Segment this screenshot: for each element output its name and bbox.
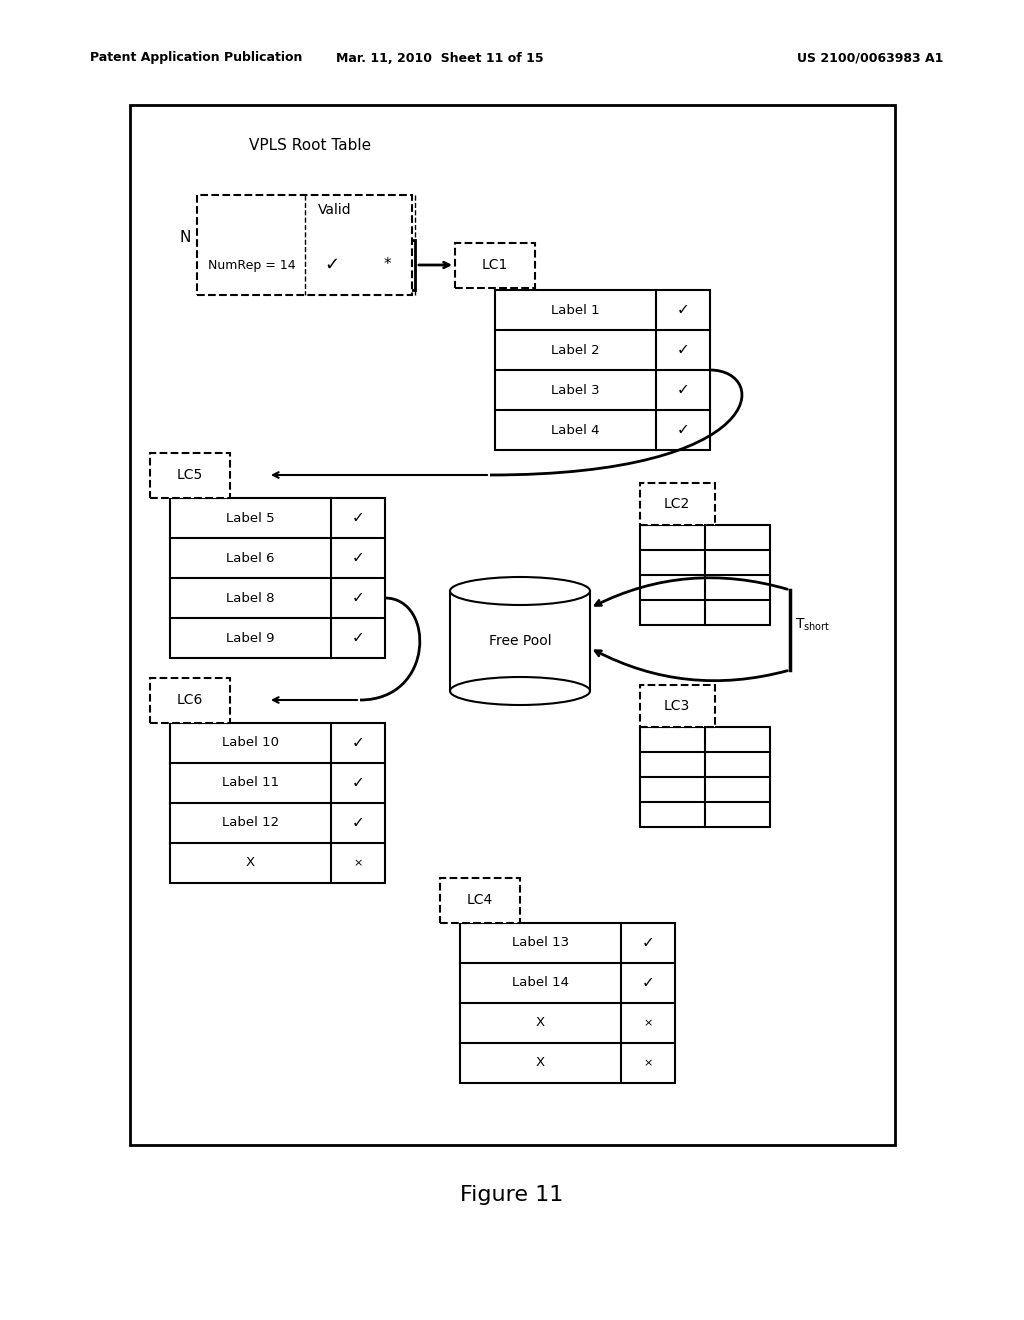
Text: ✓: ✓ <box>677 422 689 437</box>
Bar <box>360 240 415 290</box>
Bar <box>170 498 385 657</box>
Ellipse shape <box>450 677 590 705</box>
Text: LC2: LC2 <box>664 498 690 511</box>
Text: ✓: ✓ <box>677 342 689 358</box>
Text: LC6: LC6 <box>177 693 203 708</box>
Bar <box>197 195 412 294</box>
Text: X: X <box>536 1056 545 1069</box>
Text: ×: × <box>643 1018 653 1028</box>
Text: ×: × <box>643 1059 653 1068</box>
Text: Label 8: Label 8 <box>226 591 274 605</box>
Text: ✓: ✓ <box>352 776 365 791</box>
Text: Patent Application Publication: Patent Application Publication <box>90 51 302 65</box>
Bar <box>455 243 535 288</box>
Text: Mar. 11, 2010  Sheet 11 of 15: Mar. 11, 2010 Sheet 11 of 15 <box>336 51 544 65</box>
Text: ✓: ✓ <box>352 511 365 525</box>
Text: Valid: Valid <box>318 203 352 216</box>
Bar <box>305 240 360 290</box>
Bar <box>460 923 675 1082</box>
Text: ✓: ✓ <box>642 936 654 950</box>
Text: N: N <box>179 231 190 246</box>
Text: LC3: LC3 <box>664 700 690 713</box>
Text: Label 4: Label 4 <box>551 424 600 437</box>
Text: Label 9: Label 9 <box>226 631 274 644</box>
Text: Label 3: Label 3 <box>551 384 600 396</box>
Text: Label 10: Label 10 <box>222 737 280 750</box>
Bar <box>640 483 715 525</box>
Ellipse shape <box>450 577 590 605</box>
Text: LC1: LC1 <box>482 257 508 272</box>
Bar <box>200 240 305 290</box>
Text: $\mathregular{T_{short}}$: $\mathregular{T_{short}}$ <box>795 616 830 634</box>
Bar <box>640 727 770 828</box>
Text: *: * <box>383 257 391 272</box>
Text: US 2100/0063983 A1: US 2100/0063983 A1 <box>797 51 943 65</box>
Text: ✓: ✓ <box>352 735 365 751</box>
Text: NumRep = 14: NumRep = 14 <box>208 259 296 272</box>
Text: ✓: ✓ <box>677 302 689 318</box>
Text: ✓: ✓ <box>642 975 654 990</box>
Text: ✓: ✓ <box>352 590 365 606</box>
Text: ✓: ✓ <box>352 816 365 830</box>
Text: Label 2: Label 2 <box>551 343 600 356</box>
Bar <box>450 591 590 690</box>
Bar <box>130 106 895 1144</box>
Bar <box>640 525 770 624</box>
Text: Label 11: Label 11 <box>222 776 280 789</box>
Text: ×: × <box>353 858 362 869</box>
Text: Label 14: Label 14 <box>512 977 569 990</box>
Text: Label 5: Label 5 <box>226 511 274 524</box>
Text: Label 13: Label 13 <box>512 936 569 949</box>
Text: Label 1: Label 1 <box>551 304 600 317</box>
Text: Figure 11: Figure 11 <box>461 1185 563 1205</box>
Text: ✓: ✓ <box>352 631 365 645</box>
Text: X: X <box>246 857 255 870</box>
Text: LC4: LC4 <box>467 894 494 907</box>
Bar <box>170 723 385 883</box>
Text: Label 6: Label 6 <box>226 552 274 565</box>
Text: LC5: LC5 <box>177 469 203 482</box>
Bar <box>150 453 230 498</box>
Text: X: X <box>536 1016 545 1030</box>
Bar <box>440 878 520 923</box>
Text: ✓: ✓ <box>352 550 365 565</box>
Bar <box>495 290 710 450</box>
Bar <box>640 685 715 727</box>
Text: Free Pool: Free Pool <box>488 634 551 648</box>
Text: ✓: ✓ <box>677 383 689 397</box>
Text: ✓: ✓ <box>325 256 340 275</box>
Bar <box>150 678 230 723</box>
Text: Label 12: Label 12 <box>222 817 280 829</box>
Text: VPLS Root Table: VPLS Root Table <box>249 137 371 153</box>
